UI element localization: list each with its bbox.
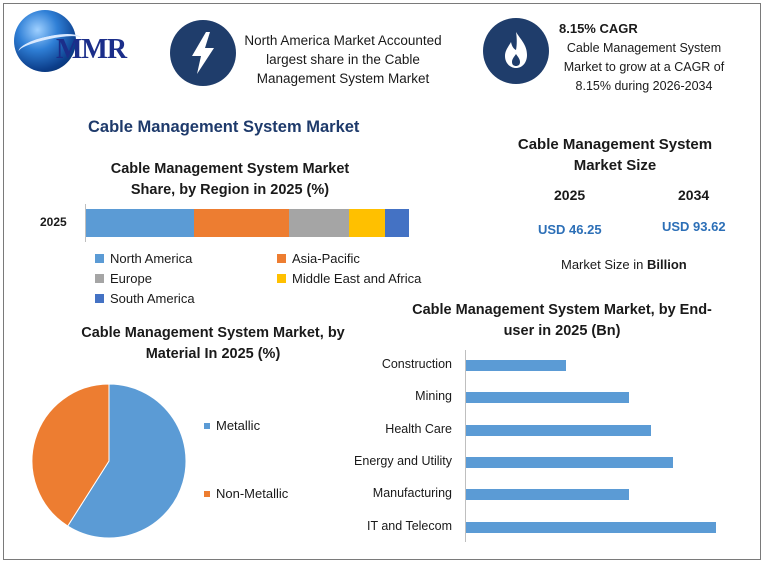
end-user-label-mining: Mining <box>415 389 452 404</box>
legend-label-north-america: North America <box>110 251 193 266</box>
infographic-frame <box>3 3 761 560</box>
pie-slice-non-metallic <box>31 383 110 527</box>
legend-swatch-asia-pacific <box>277 254 286 263</box>
region-chart-category-label: 2025 <box>40 215 67 229</box>
stacked-segment-north-america <box>86 209 195 237</box>
pie-legend-swatch-metallic <box>204 422 210 429</box>
end-user-label-it-and-telecom: IT and Telecom <box>366 518 452 533</box>
legend-europe: Europe <box>95 271 152 286</box>
region-stacked-bar <box>86 209 409 237</box>
end-user-label-construction: Construction <box>381 357 452 371</box>
end-user-label-energy-and-utility: Energy and Utility <box>354 453 452 468</box>
stacked-segment-middle-east-and-africa <box>349 209 385 237</box>
stacked-segment-south-america <box>384 209 409 237</box>
end-user-bar-mining <box>466 392 630 404</box>
market-size-year-end: 2034 <box>678 187 710 203</box>
globe-logo-icon <box>14 10 76 72</box>
region-chart-title: Cable Management System Market Share, by… <box>110 161 350 198</box>
pie-legend-label-metallic: Metallic <box>216 418 261 433</box>
legend-swatch-south-america <box>95 294 104 303</box>
stacked-segment-europe <box>289 209 350 237</box>
stacked-segment-asia-pacific <box>194 209 290 237</box>
legend-label-asia-pacific: Asia-Pacific <box>292 251 360 266</box>
pie-legend-non-metallic: Non-Metallic <box>204 486 288 501</box>
lightning-bolt-icon <box>170 20 236 86</box>
market-size-note-text: Market Size in <box>561 257 647 272</box>
end-user-bar-it-and-telecom <box>466 521 716 533</box>
legend-north-america: North America <box>95 251 192 266</box>
main-title: Cable Management System Market <box>88 118 360 136</box>
end-user-bar-manufacturing <box>466 489 630 501</box>
flame-icon <box>483 18 549 84</box>
legend-label-middle-east-africa: Middle East and Africa <box>292 271 422 286</box>
legend-south-america: South America <box>95 291 195 306</box>
end-user-chart-axis <box>465 350 466 542</box>
info-north-america-text: North America Market Accounted largest s… <box>244 33 442 86</box>
legend-middle-east-africa: Middle East and Africa <box>277 271 421 286</box>
end-user-bar-energy-and-utility <box>466 456 673 468</box>
legend-label-europe: Europe <box>110 271 152 286</box>
legend-swatch-north-america <box>95 254 104 263</box>
market-size-note: Market Size in Billion <box>561 257 687 272</box>
material-pie-chart <box>31 383 187 539</box>
end-user-label-health-care: Health Care <box>385 421 452 436</box>
market-size-title: Cable Management System Market Size <box>517 136 713 174</box>
pie-legend-swatch-non-metallic <box>204 490 210 497</box>
market-size-value-end: USD 93.62 <box>662 219 726 234</box>
market-size-year-start: 2025 <box>554 187 586 203</box>
legend-swatch-middle-east-africa <box>277 274 286 283</box>
pie-legend-metallic: Metallic <box>204 418 260 433</box>
cagr-text: Cable Management System Market to grow a… <box>563 41 725 93</box>
cagr-title: 8.15% CAGR <box>559 21 638 36</box>
end-user-bar-health-care <box>466 424 651 436</box>
pie-slice-metallic <box>67 383 187 539</box>
legend-label-south-america: South America <box>110 291 195 306</box>
legend-asia-pacific: Asia-Pacific <box>277 251 360 266</box>
pie-legend-label-non-metallic: Non-Metallic <box>216 486 289 501</box>
end-user-chart-title: Cable Management System Market, by End-u… <box>412 302 712 339</box>
region-chart-axis <box>85 204 86 242</box>
logo-text: MMR <box>56 34 127 65</box>
end-user-bar-construction <box>466 360 566 371</box>
legend-swatch-europe <box>95 274 104 283</box>
end-user-label-manufacturing: Manufacturing <box>372 486 452 501</box>
market-size-note-unit: Billion <box>646 257 687 272</box>
market-size-value-start: USD 46.25 <box>538 222 602 237</box>
material-chart-title: Cable Management System Market, by Mater… <box>81 325 345 362</box>
